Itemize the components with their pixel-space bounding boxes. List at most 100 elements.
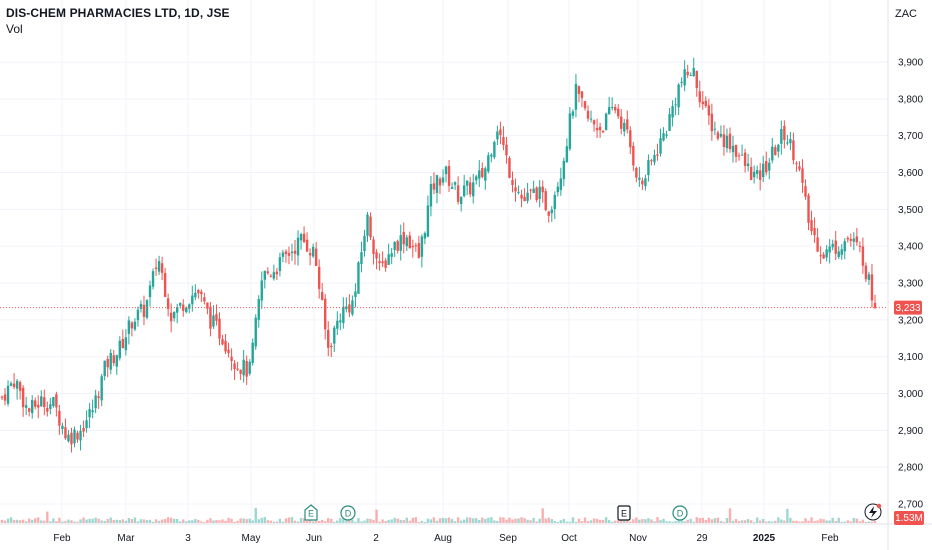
event-letter: E (621, 509, 627, 519)
volume-bar (64, 521, 67, 523)
volume-bar (822, 519, 825, 523)
candle-body (296, 237, 300, 256)
earnings-marker[interactable]: E (304, 504, 318, 521)
candle-body (623, 122, 626, 132)
candle-body (870, 274, 874, 301)
candle-body (191, 295, 194, 305)
volume-bar (490, 517, 493, 523)
volume-bar (106, 519, 109, 523)
volume-bar (227, 517, 230, 523)
volume-bar (692, 521, 695, 523)
candle-body (777, 144, 780, 152)
volume-bar (15, 519, 19, 523)
candle-body (61, 425, 64, 429)
candle-body (233, 363, 236, 370)
candle-body (716, 132, 720, 139)
candle-body (459, 196, 463, 204)
candle-body (136, 309, 140, 321)
volume-bar (722, 521, 726, 523)
candle-body (345, 306, 348, 310)
candle-body (762, 163, 765, 178)
volume-bar (620, 518, 623, 523)
candle-body (118, 340, 122, 359)
candle-body (266, 271, 270, 274)
volume-bar (354, 521, 357, 523)
candle-body (381, 261, 384, 264)
candle-body (396, 241, 399, 251)
volume-bar (299, 517, 303, 523)
volume-bar (481, 517, 484, 523)
candle-body (324, 298, 327, 330)
volume-bar (629, 521, 632, 523)
candle-body (305, 239, 309, 252)
volume-bar (390, 519, 393, 523)
volume-bar (70, 520, 73, 523)
volume-bar (82, 517, 85, 523)
candle-body (595, 127, 599, 131)
candle-body (496, 131, 499, 140)
volume-bar (363, 520, 366, 523)
volume-bar (130, 519, 134, 523)
symbol-title: DIS-CHEM PHARMACIES LTD, 1D, JSE (6, 6, 230, 20)
volume-bar (592, 518, 596, 523)
event-letter: D (345, 509, 352, 519)
volume-bar (384, 521, 387, 523)
candle-body (106, 359, 109, 368)
candle-body (12, 383, 16, 388)
volume-bar (381, 519, 384, 523)
volume-bar (653, 521, 656, 523)
volume-bar (115, 519, 118, 523)
volume-bar (749, 520, 753, 523)
volume-bar (311, 521, 315, 523)
candle-body (429, 183, 433, 207)
dividend-marker[interactable]: D (340, 505, 356, 521)
volume-bar (861, 519, 865, 523)
candle-body (0, 396, 4, 398)
volume-badge-text: 1.53M (895, 513, 923, 524)
candle-body (218, 318, 221, 339)
volume-bar (852, 517, 856, 523)
candle-body (831, 243, 834, 248)
volume-bar (333, 521, 336, 523)
volume-bar (752, 521, 756, 523)
candle-body (828, 246, 831, 253)
volume-bar (719, 521, 723, 523)
volume-bar (67, 519, 70, 523)
volume-bar (870, 521, 874, 523)
candle-body (52, 397, 55, 407)
flash-icon[interactable] (864, 503, 882, 521)
candle-body (435, 175, 439, 194)
volume-bar (743, 520, 747, 523)
volume-bar (18, 520, 22, 523)
volume-bar (550, 519, 553, 523)
candle-body (475, 176, 478, 181)
candle-body (176, 307, 179, 313)
volume-bar (662, 518, 665, 523)
volume-bar (233, 521, 236, 523)
earnings-marker[interactable]: E (617, 505, 631, 521)
volume-bar (798, 521, 801, 523)
candle-body (837, 251, 840, 257)
candle-body (864, 265, 868, 280)
volume-bar (565, 521, 569, 523)
volume-bar (680, 520, 683, 523)
volume-bar (405, 517, 408, 523)
dividend-marker[interactable]: D (672, 505, 688, 521)
candle-body (37, 404, 40, 408)
candle-body (21, 387, 25, 408)
volume-bar (556, 521, 560, 523)
volume-bar (478, 519, 481, 523)
candle-body (239, 369, 242, 374)
volume-bar (423, 521, 427, 523)
volume-bar (151, 521, 155, 523)
y-tick-label: 2,900 (898, 426, 923, 437)
volume-bar (393, 517, 396, 523)
volume-bar (526, 519, 529, 523)
candle-body (562, 160, 566, 180)
candle-body (713, 128, 717, 130)
volume-bar (176, 519, 179, 523)
candle-body (861, 246, 865, 266)
x-tick-label: Sep (499, 533, 517, 544)
volume-bar (139, 519, 143, 523)
